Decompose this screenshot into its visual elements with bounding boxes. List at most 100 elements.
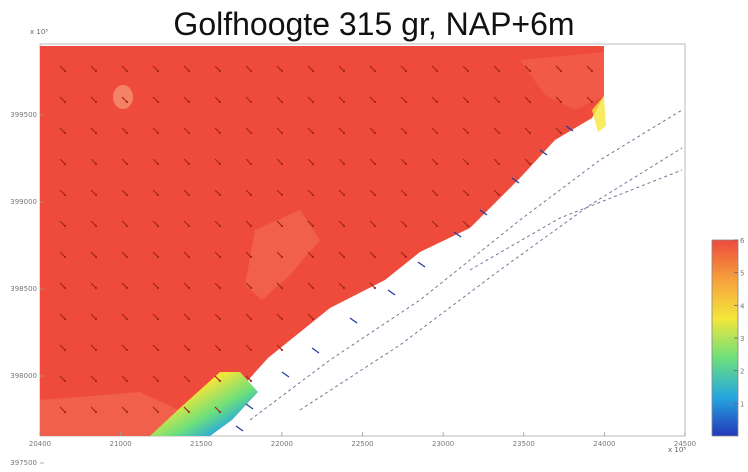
vector-arrow-head xyxy=(218,69,222,73)
shore-vector-arrow xyxy=(511,177,520,184)
vector-arrow xyxy=(276,251,283,258)
vector-arrow-head xyxy=(249,193,253,197)
vector-arrow xyxy=(152,375,159,382)
vector-arrow-head xyxy=(218,348,222,352)
vector-arrow xyxy=(431,158,438,165)
vector-arrow xyxy=(152,189,159,196)
colorbar-tick-label: 1 xyxy=(740,400,744,408)
vector-arrow-head xyxy=(187,224,191,228)
vector-arrow xyxy=(214,251,221,258)
vector-arrow xyxy=(152,220,159,227)
vector-arrow xyxy=(59,65,66,72)
vector-arrow-head xyxy=(63,131,67,135)
vector-arrow-head xyxy=(94,69,98,73)
vector-arrow xyxy=(555,127,562,134)
shore-vector-arrow xyxy=(245,403,254,410)
vector-arrow xyxy=(245,251,252,258)
vector-arrow xyxy=(400,65,407,72)
shore-vector-arrow xyxy=(539,149,548,156)
vector-arrow-head xyxy=(311,286,315,290)
vector-arrow-head xyxy=(373,193,377,197)
vector-arrow xyxy=(214,375,221,382)
chart-title: Golfhoogte 315 gr, NAP+6m xyxy=(173,6,575,42)
vector-arrow xyxy=(183,375,190,382)
vector-arrow-head xyxy=(466,224,470,228)
x-tick-label: 23500 xyxy=(513,440,535,448)
vector-arrow-head xyxy=(559,69,563,73)
vector-arrow-head xyxy=(280,317,284,321)
vector-arrow-head xyxy=(218,224,222,228)
vector-arrow-head xyxy=(63,162,67,166)
vector-arrow xyxy=(121,344,128,351)
vector-arrow-head xyxy=(311,69,315,73)
vector-arrow-head xyxy=(280,193,284,197)
vector-arrow xyxy=(493,158,500,165)
vector-arrow xyxy=(90,65,97,72)
vector-arrow xyxy=(183,158,190,165)
vector-arrow-head xyxy=(466,100,470,104)
vector-arrow xyxy=(152,406,159,413)
sea-light-patch xyxy=(40,392,200,436)
vector-arrow-head xyxy=(249,69,253,73)
vector-arrow xyxy=(121,96,128,103)
vector-arrow xyxy=(307,313,314,320)
vector-arrow-head xyxy=(311,162,315,166)
vector-arrow xyxy=(214,96,221,103)
vector-arrow xyxy=(59,158,66,165)
shore-vector-arrow xyxy=(311,347,320,354)
vector-arrow-head xyxy=(528,162,532,166)
vector-arrow-head xyxy=(466,193,470,197)
vector-arrow-head xyxy=(125,348,129,352)
vector-arrow-head xyxy=(156,255,160,259)
vector-arrow xyxy=(338,65,345,72)
x-tick-label: 22000 xyxy=(271,440,293,448)
vector-arrow-head xyxy=(63,100,67,104)
vector-arrow xyxy=(152,282,159,289)
vector-arrow-head xyxy=(342,193,346,197)
vector-arrow xyxy=(400,189,407,196)
shore-vector-arrow xyxy=(387,289,396,296)
vector-arrow xyxy=(90,282,97,289)
vector-arrow xyxy=(214,406,221,413)
shallow-band xyxy=(150,372,258,436)
vector-arrow xyxy=(400,251,407,258)
vector-arrow xyxy=(245,127,252,134)
vector-arrow xyxy=(183,96,190,103)
vector-arrow-head xyxy=(94,255,98,259)
vector-arrow xyxy=(152,96,159,103)
vector-arrow-head xyxy=(280,131,284,135)
vector-arrow-head xyxy=(63,379,67,383)
vector-arrow xyxy=(183,127,190,134)
vector-arrow xyxy=(121,282,128,289)
vector-arrow xyxy=(245,282,252,289)
x-tick-label: 24500 xyxy=(674,440,696,448)
shore-vector-arrow xyxy=(349,317,358,324)
y-tick-label: 398000 xyxy=(10,372,37,380)
vector-arrow-head xyxy=(156,317,160,321)
vector-arrow-head xyxy=(249,131,253,135)
vector-arrow-head xyxy=(125,224,129,228)
vector-arrow-head xyxy=(590,100,594,104)
vector-arrow xyxy=(276,127,283,134)
vector-arrow-head xyxy=(311,255,315,259)
vector-arrow xyxy=(59,344,66,351)
vector-arrow xyxy=(90,158,97,165)
vector-arrow-head xyxy=(218,379,222,383)
vector-arrow xyxy=(121,313,128,320)
shallow-edge xyxy=(592,96,606,132)
vector-arrow xyxy=(59,96,66,103)
colorbar xyxy=(711,239,739,437)
vector-arrow-head xyxy=(187,286,191,290)
vector-arrow xyxy=(90,220,97,227)
y-tick-label: 399500 xyxy=(10,111,37,119)
vector-arrow xyxy=(245,375,252,382)
vector-arrow xyxy=(369,96,376,103)
shore-vector-arrow xyxy=(281,371,290,378)
vector-arrow-head xyxy=(404,193,408,197)
vector-arrow xyxy=(338,251,345,258)
vector-arrow xyxy=(431,189,438,196)
vector-arrow xyxy=(214,65,221,72)
vector-arrow-head xyxy=(435,100,439,104)
vector-arrow xyxy=(214,158,221,165)
